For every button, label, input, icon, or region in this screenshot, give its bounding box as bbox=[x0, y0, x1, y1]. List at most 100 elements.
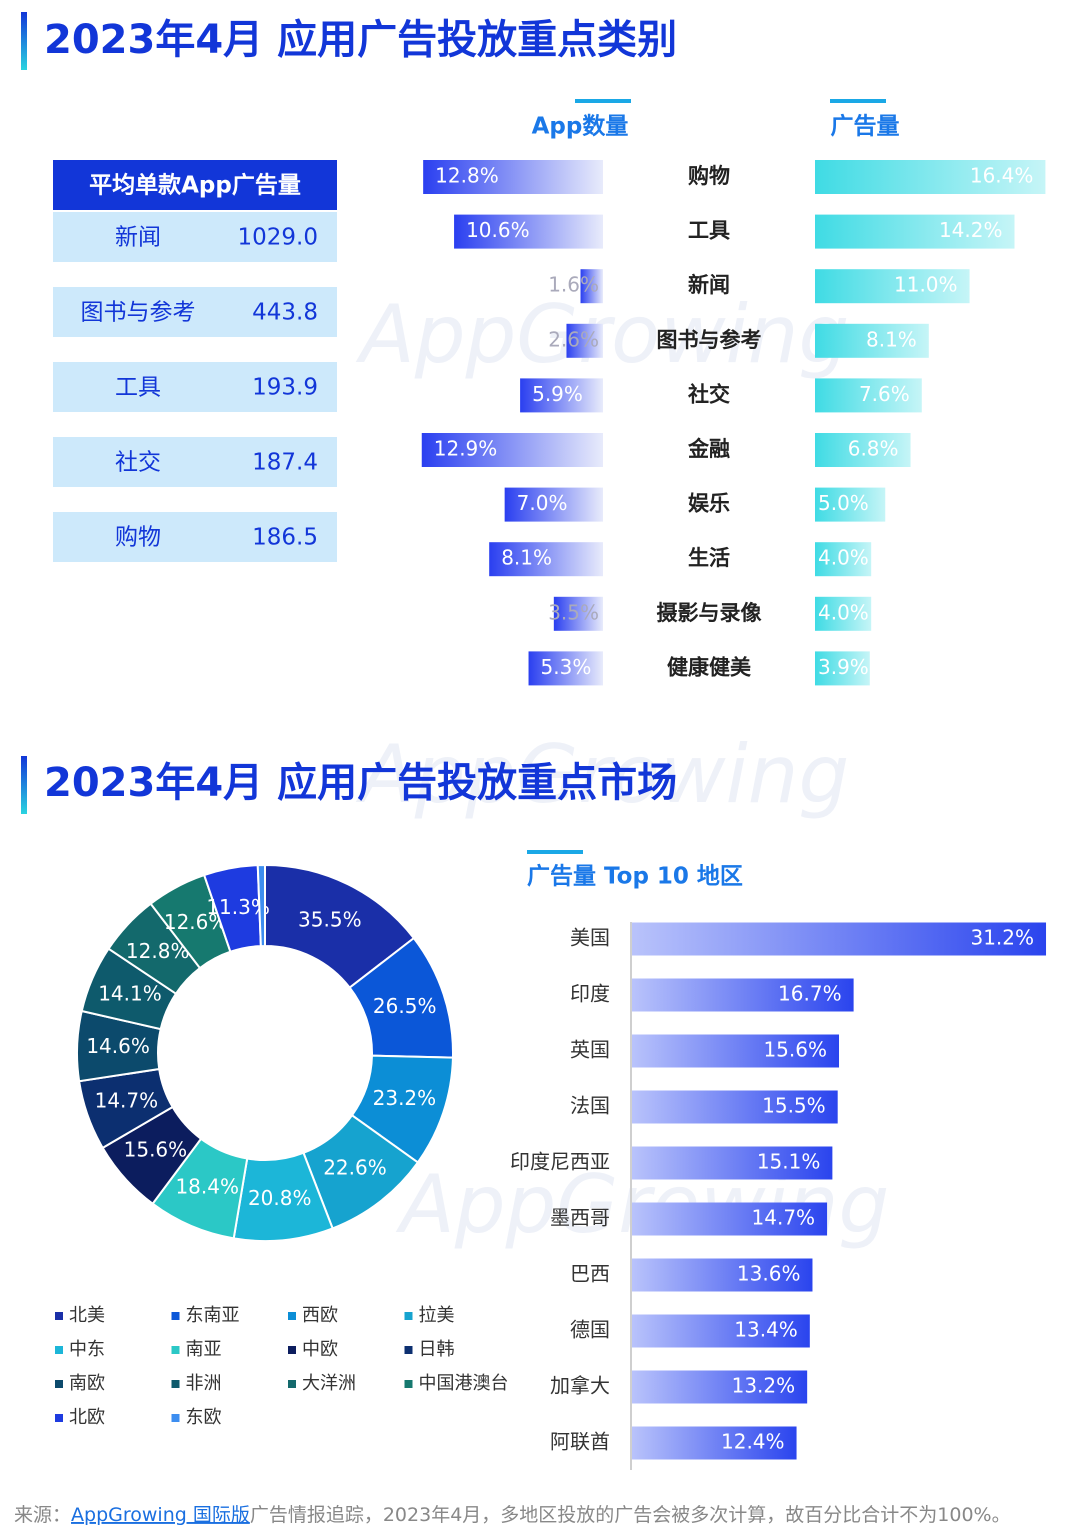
value-label: 20.8% bbox=[248, 1186, 312, 1210]
value-label: 15.6% bbox=[124, 1137, 188, 1161]
value-label: 15.6% bbox=[763, 1038, 827, 1062]
legend-label: 中欧 bbox=[302, 1339, 338, 1360]
bar bbox=[489, 542, 603, 577]
legend-swatch bbox=[171, 1346, 180, 1354]
bar bbox=[815, 323, 929, 358]
legend-swatch bbox=[288, 1380, 296, 1388]
category-label: 新闻 bbox=[688, 273, 730, 297]
bar bbox=[815, 596, 872, 631]
category-label: 巴西 bbox=[570, 1262, 610, 1286]
value-label: 26.5% bbox=[373, 994, 437, 1018]
bar bbox=[632, 1202, 828, 1236]
bar bbox=[504, 487, 603, 522]
value-label: 7.6% bbox=[859, 382, 910, 406]
value-label: 4.0% bbox=[818, 546, 869, 570]
legend-swatch bbox=[171, 1414, 180, 1422]
category-label: 金融 bbox=[687, 437, 730, 461]
legend-label: 中东 bbox=[69, 1339, 105, 1360]
footer-prefix: 来源： bbox=[14, 1504, 71, 1526]
value-label: 5.0% bbox=[818, 491, 869, 515]
legend-label: 非洲 bbox=[186, 1373, 222, 1394]
table-title: 平均单款App广告量 bbox=[89, 172, 301, 199]
value-label: 15.5% bbox=[762, 1094, 826, 1118]
category-label: 图书与参考 bbox=[657, 328, 762, 352]
value-label: 2.6% bbox=[548, 327, 599, 351]
value-label: 8.1% bbox=[501, 546, 552, 570]
bar bbox=[815, 487, 886, 522]
value-label: 12.9% bbox=[434, 437, 498, 461]
value-label: 10.6% bbox=[466, 218, 530, 242]
legend-swatch bbox=[288, 1346, 296, 1354]
value-label: 14.7% bbox=[95, 1088, 159, 1112]
bar bbox=[632, 1146, 833, 1180]
table-cell: 工具 bbox=[115, 375, 161, 401]
bar bbox=[632, 1370, 808, 1404]
table-row bbox=[53, 287, 337, 337]
bar bbox=[815, 433, 911, 467]
category-label: 健康健美 bbox=[667, 655, 751, 679]
table-cell: 443.8 bbox=[252, 300, 318, 326]
legend-label: 西欧 bbox=[302, 1305, 338, 1326]
bar bbox=[815, 160, 1046, 194]
bar bbox=[632, 1426, 797, 1460]
bar bbox=[815, 214, 1015, 249]
value-label: 6.8% bbox=[848, 437, 899, 461]
table-cell: 193.9 bbox=[252, 375, 318, 401]
bar bbox=[520, 378, 603, 413]
bar bbox=[815, 542, 872, 577]
bar bbox=[632, 1034, 840, 1068]
value-label: 1.6% bbox=[548, 273, 599, 297]
legend-label: 拉美 bbox=[419, 1305, 455, 1326]
bar bbox=[815, 269, 970, 304]
value-label: 13.4% bbox=[734, 1318, 798, 1342]
table-cell: 187.4 bbox=[252, 450, 318, 476]
legend-swatch bbox=[55, 1312, 63, 1320]
legend-swatch bbox=[288, 1312, 296, 1320]
legend-label: 北欧 bbox=[69, 1407, 105, 1428]
legend-swatch bbox=[55, 1380, 63, 1388]
legend-swatch bbox=[404, 1346, 413, 1354]
category-label: 墨西哥 bbox=[550, 1206, 610, 1230]
legend-label: 日韩 bbox=[419, 1339, 455, 1360]
bar bbox=[632, 922, 1047, 956]
table-cell: 社交 bbox=[115, 450, 161, 476]
bar bbox=[632, 1090, 838, 1124]
category-label: 加拿大 bbox=[550, 1374, 610, 1398]
value-label: 13.2% bbox=[732, 1374, 796, 1398]
category-label: 社交 bbox=[687, 382, 730, 406]
value-label: 8.1% bbox=[866, 327, 917, 351]
table-row bbox=[53, 512, 337, 562]
value-label: 7.0% bbox=[517, 491, 568, 515]
title-accent bbox=[21, 12, 27, 70]
value-label: 14.6% bbox=[86, 1034, 150, 1058]
value-label: 14.1% bbox=[98, 981, 162, 1005]
value-label: 3.5% bbox=[548, 600, 599, 624]
category-label: 印度尼西亚 bbox=[510, 1150, 610, 1174]
category-label: 美国 bbox=[570, 926, 610, 950]
category-label: 工具 bbox=[688, 219, 730, 243]
footer-link[interactable]: AppGrowing 国际版 bbox=[71, 1504, 250, 1526]
table-cell: 购物 bbox=[115, 525, 161, 551]
bar bbox=[421, 433, 603, 467]
legend-label: 东南亚 bbox=[186, 1305, 240, 1326]
value-label: 12.8% bbox=[126, 939, 190, 963]
legend-swatch bbox=[55, 1346, 63, 1354]
bar bbox=[454, 214, 603, 249]
legend-swatch bbox=[404, 1380, 413, 1388]
table-cell: 1029.0 bbox=[238, 225, 318, 251]
category-label: 英国 bbox=[570, 1038, 610, 1062]
bar bbox=[528, 651, 603, 686]
value-label: 5.3% bbox=[541, 655, 592, 679]
table-cell: 新闻 bbox=[115, 225, 161, 251]
header-accent bbox=[830, 99, 886, 103]
table-cell: 图书与参考 bbox=[81, 300, 196, 326]
legend-label: 南亚 bbox=[186, 1339, 222, 1360]
legend-label: 东欧 bbox=[186, 1407, 222, 1428]
value-label: 4.0% bbox=[818, 600, 869, 624]
bar bbox=[423, 160, 603, 194]
header-accent bbox=[575, 99, 631, 103]
legend-swatch bbox=[55, 1414, 63, 1422]
section-title: 2023年4月 应用广告投放重点市场 bbox=[44, 760, 677, 806]
bar bbox=[580, 269, 603, 304]
